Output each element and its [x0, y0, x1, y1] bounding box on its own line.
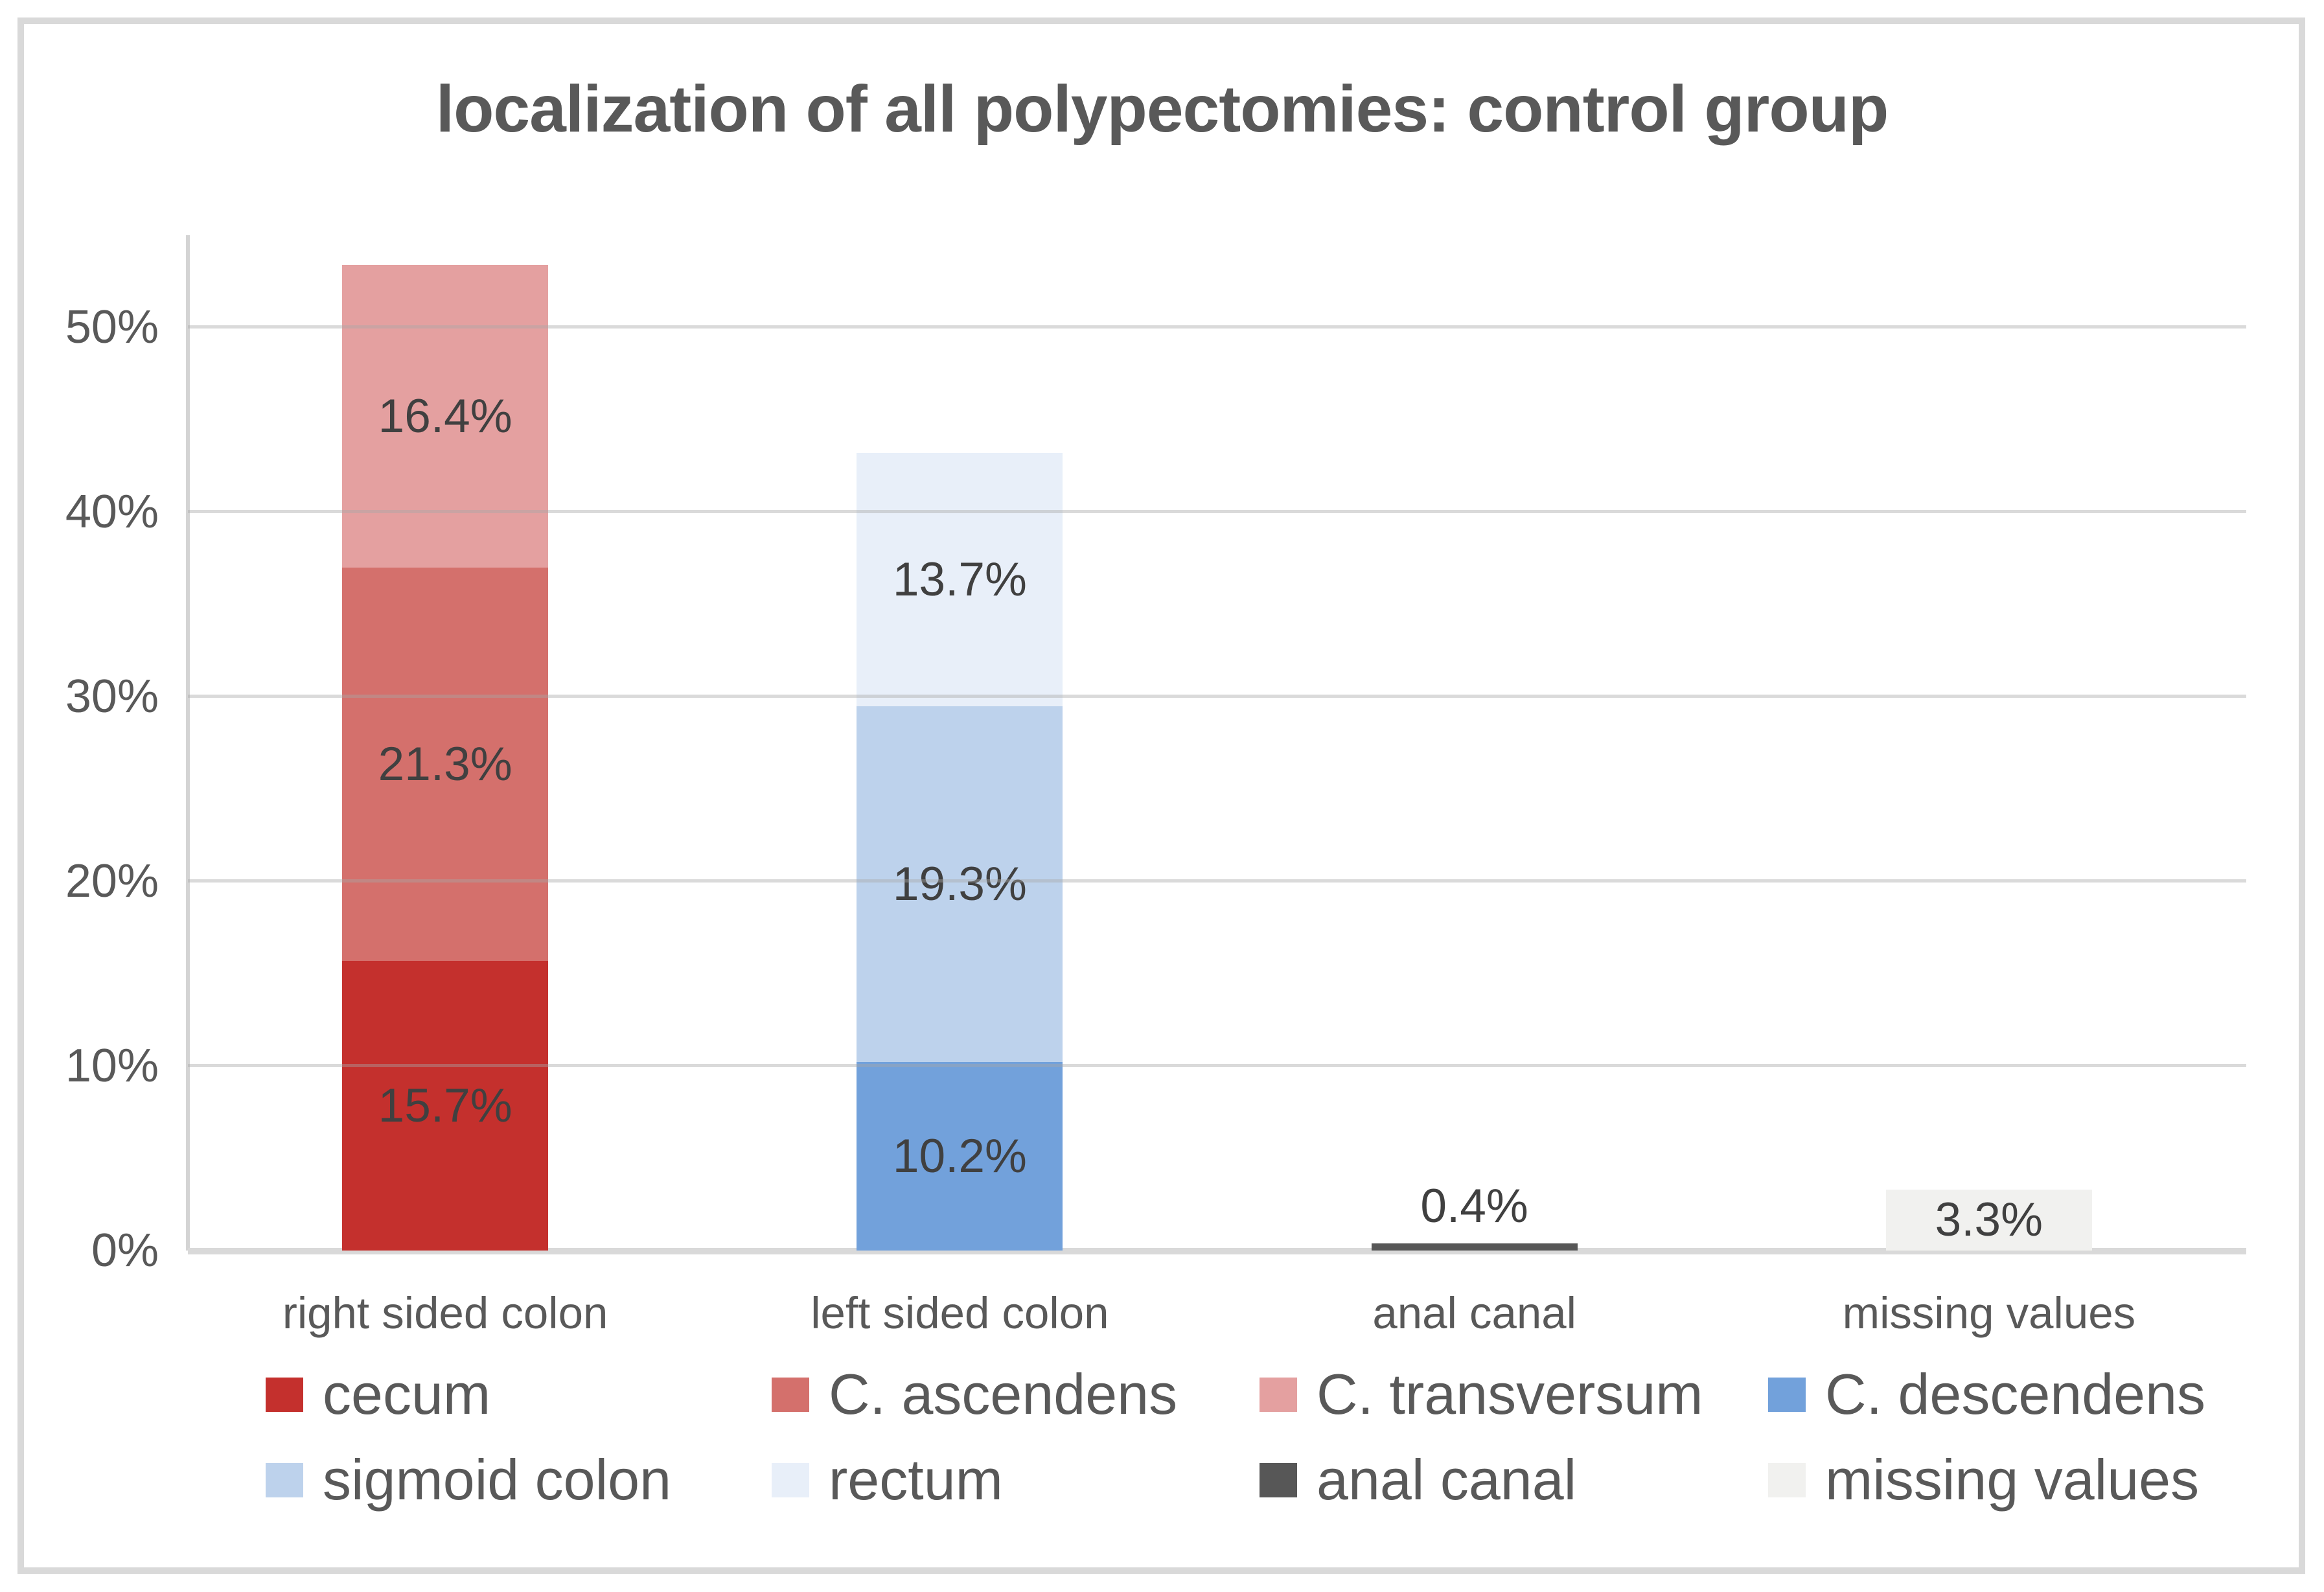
legend-item-anal-canal: anal canal [1260, 1448, 1577, 1512]
legend-label-rectum: rectum [829, 1448, 1003, 1512]
stacked-bar-right-sided-colon: 15.7% 21.3% 16.4% [342, 235, 549, 1251]
chart-title: localization of all polypectomies: contr… [435, 72, 1889, 146]
legend-swatch-c-descendens [1768, 1377, 1806, 1412]
legend-swatch-missing-values [1768, 1462, 1806, 1497]
legend-label-cecum: cecum [323, 1362, 491, 1426]
category-label-anal-canal: anal canal [1372, 1288, 1576, 1338]
stacked-bar-left-sided-colon: 10.2% 19.3% 13.7% [857, 235, 1063, 1251]
data-label-c-transversum: 16.4% [378, 389, 512, 443]
segment-missing-values: 3.3% [1885, 1189, 2092, 1251]
y-tick-label-10%: 10% [65, 1040, 159, 1092]
data-label-cecum: 15.7% [378, 1079, 512, 1132]
legend-swatch-anal-canal [1260, 1462, 1297, 1497]
segment-c-descendens: 10.2% [857, 1062, 1063, 1251]
segment-sigmoid-colon: 19.3% [857, 706, 1063, 1063]
data-label-missing-values: 3.3% [1935, 1194, 2043, 1247]
legend-label-anal-canal: anal canal [1317, 1448, 1577, 1512]
data-label-sigmoid-colon: 19.3% [892, 857, 1027, 910]
legend-item-c-ascendens: C. ascendens [772, 1362, 1177, 1426]
legend-label-c-ascendens: C. ascendens [829, 1362, 1178, 1426]
category-label-left-sided-colon: left sided colon [811, 1288, 1109, 1338]
data-label-c-ascendens: 21.3% [378, 737, 512, 790]
y-tick-label-50%: 50% [65, 301, 159, 354]
x-axis-baseline [188, 1248, 2246, 1254]
data-label-anal-canal: 0.4% [1420, 1179, 1528, 1232]
data-label-c-descendens: 10.2% [892, 1130, 1027, 1183]
legend-swatch-cecum [266, 1377, 303, 1412]
segment-rectum: 13.7% [857, 453, 1063, 706]
y-tick-label-40%: 40% [65, 486, 159, 538]
category-label-missing-values: missing values [1842, 1288, 2136, 1338]
legend-swatch-c-ascendens [772, 1377, 809, 1412]
y-tick-label-20%: 20% [65, 855, 159, 908]
category-label-right-sided-colon: right sided colon [282, 1288, 608, 1338]
stacked-bar-missing-values: 3.3% [1885, 235, 2092, 1251]
bar-slot-right-sided-colon: 15.7% 21.3% 16.4% [188, 235, 702, 1251]
legend-item-cecum: cecum [266, 1362, 490, 1426]
bar-slot-left-sided-colon: 10.2% 19.3% 13.7% [702, 235, 1217, 1251]
legend-swatch-rectum [772, 1462, 809, 1497]
y-tick-label-0%: 0% [91, 1225, 159, 1276]
stacked-bar-anal-canal: 0.4% [1371, 235, 1578, 1251]
legend-swatch-c-transversum [1260, 1377, 1297, 1412]
legend-label-c-transversum: C. transversum [1317, 1362, 1703, 1426]
data-label-rectum: 13.7% [892, 553, 1027, 606]
y-tick-label-30%: 30% [65, 671, 159, 723]
bar-slot-missing-values: 3.3% [1732, 235, 2246, 1251]
legend-label-c-descendens: C. descendens [1825, 1362, 2206, 1426]
segment-c-ascendens: 21.3% [342, 567, 549, 961]
plot-area: 15.7% 21.3% 16.4% 10.2% 19.3% 13.7% 0.4% 3.3% [186, 235, 2246, 1254]
segment-c-transversum: 16.4% [342, 264, 549, 568]
legend-item-c-descendens: C. descendens [1768, 1362, 2205, 1426]
legend-item-sigmoid-colon: sigmoid colon [266, 1448, 672, 1512]
legend-item-missing-values: missing values [1768, 1448, 2200, 1512]
legend-swatch-sigmoid-colon [266, 1462, 303, 1497]
y-axis-line [186, 235, 190, 1251]
legend-item-c-transversum: C. transversum [1260, 1362, 1703, 1426]
legend-label-missing-values: missing values [1825, 1448, 2200, 1512]
segment-anal-canal: 0.4% [1371, 1180, 1578, 1251]
legend-item-rectum: rectum [772, 1448, 1003, 1512]
bar-slot-anal-canal: 0.4% [1217, 235, 1732, 1251]
legend-label-sigmoid-colon: sigmoid colon [323, 1448, 672, 1512]
segment-cecum: 15.7% [342, 960, 549, 1251]
